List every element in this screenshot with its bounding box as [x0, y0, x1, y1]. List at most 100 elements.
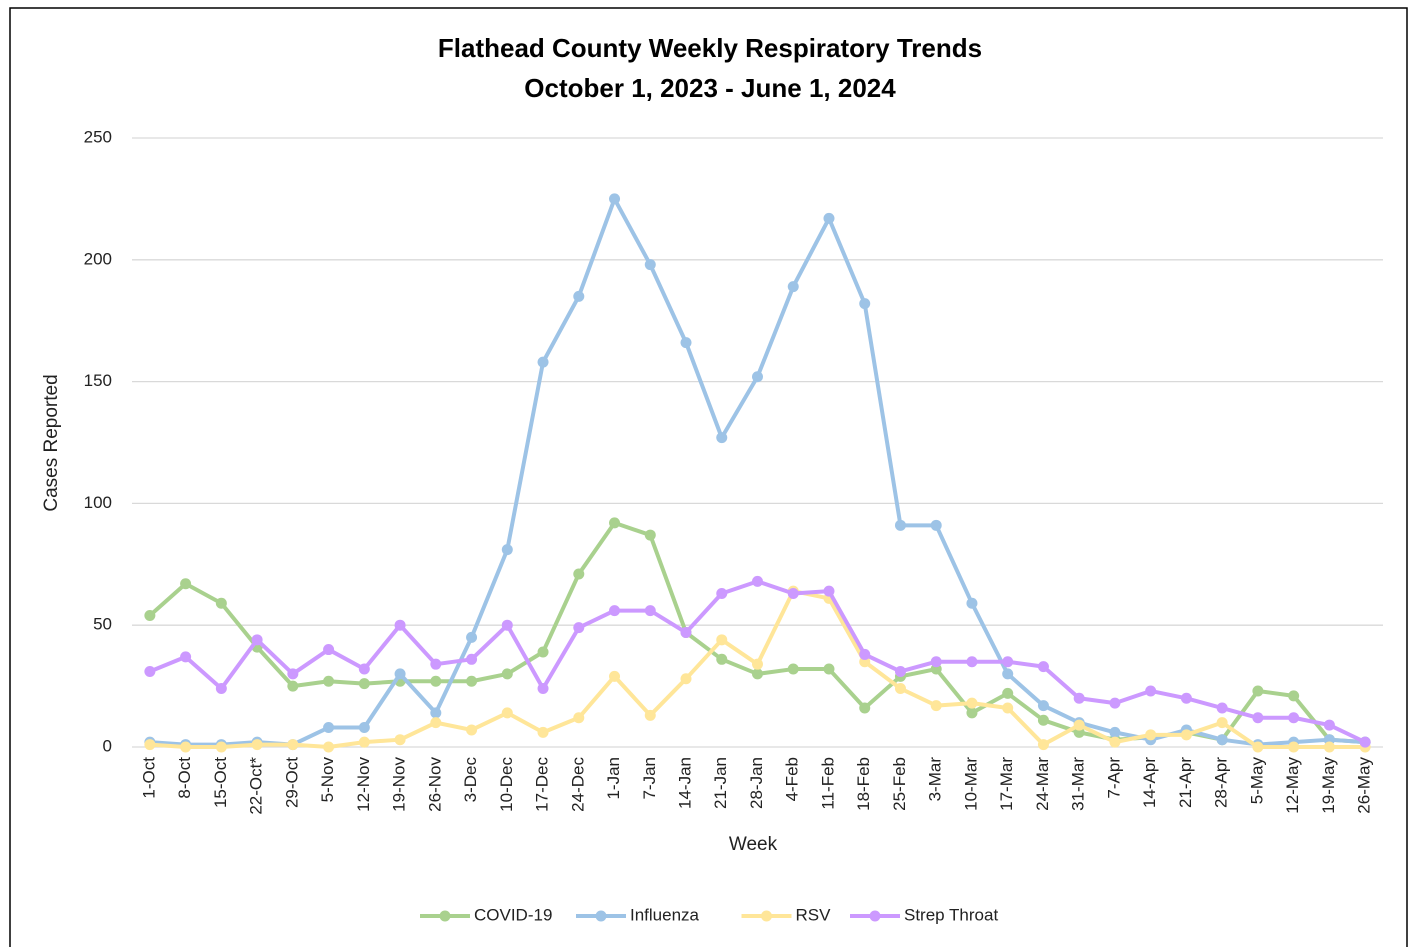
data-point	[215, 741, 227, 753]
data-point	[323, 741, 335, 753]
data-point	[930, 656, 942, 668]
data-point	[966, 707, 978, 719]
data-point	[323, 722, 335, 734]
data-point	[144, 739, 156, 751]
x-tick-label: 25-Feb	[890, 757, 909, 811]
x-tick-label: 21-Apr	[1176, 757, 1195, 808]
data-point	[1145, 729, 1157, 741]
x-tick-label: 3-Dec	[461, 757, 480, 803]
data-point	[680, 337, 692, 349]
data-point	[1037, 661, 1049, 673]
data-point	[180, 741, 192, 753]
data-point	[501, 544, 513, 556]
data-point	[430, 717, 442, 729]
data-point	[609, 670, 621, 682]
x-tick-label: 19-May	[1319, 757, 1338, 814]
data-point	[1002, 668, 1014, 680]
chart-title: Flathead County Weekly Respiratory Trend…	[438, 33, 982, 63]
data-point	[859, 702, 871, 714]
data-point	[752, 371, 763, 383]
data-point	[1216, 734, 1228, 746]
x-tick-label: 10-Mar	[961, 757, 980, 811]
data-point	[323, 675, 335, 687]
data-point	[1037, 714, 1049, 726]
data-point	[644, 709, 656, 721]
data-point	[573, 568, 585, 580]
data-point	[430, 707, 442, 719]
legend-label: Strep Throat	[904, 905, 998, 924]
data-point	[180, 578, 192, 590]
legend-marker	[761, 910, 772, 922]
y-tick-label: 200	[84, 249, 112, 268]
legend-item: Influenza	[576, 905, 700, 924]
data-point	[573, 712, 585, 724]
data-point	[537, 356, 549, 368]
data-point	[1252, 685, 1264, 697]
data-point	[358, 678, 370, 690]
y-axis-title: Cases Reported	[41, 374, 62, 511]
data-point	[966, 697, 978, 709]
y-tick-label: 50	[93, 615, 112, 634]
legend-item: Strep Throat	[850, 905, 998, 924]
series	[144, 575, 1371, 748]
legend-marker	[595, 910, 607, 922]
data-point	[466, 631, 478, 643]
x-tick-label: 24-Dec	[568, 757, 587, 812]
data-point	[1252, 741, 1264, 753]
data-point	[537, 726, 549, 738]
data-point	[716, 432, 728, 444]
data-point	[609, 605, 621, 617]
data-point	[1252, 712, 1264, 724]
x-tick-label: 22-Oct*	[247, 757, 266, 815]
data-point	[251, 634, 263, 646]
data-point	[823, 212, 835, 224]
x-tick-label: 12-May	[1283, 757, 1302, 814]
data-point	[394, 668, 406, 680]
data-point	[1002, 656, 1014, 668]
x-tick-label: 7-Jan	[640, 757, 659, 800]
x-tick-label: 8-Oct	[175, 757, 194, 799]
chart-subtitle: October 1, 2023 - June 1, 2024	[524, 73, 896, 103]
legend-item: COVID-19	[420, 905, 552, 924]
data-point	[501, 668, 513, 680]
series	[144, 585, 1371, 753]
data-point	[1359, 736, 1371, 748]
legend-label: RSV	[796, 905, 832, 924]
data-point	[644, 529, 656, 541]
x-tick-label: 19-Nov	[390, 757, 409, 812]
data-point	[1323, 741, 1335, 753]
x-tick-label: 28-Jan	[747, 757, 766, 809]
chart-border	[9, 7, 1408, 947]
data-point	[501, 619, 513, 631]
data-point	[1216, 702, 1228, 714]
x-axis-title: Week	[729, 834, 778, 855]
data-point	[1073, 719, 1085, 731]
data-point	[644, 259, 656, 271]
data-point	[752, 575, 763, 587]
data-point	[1073, 692, 1085, 704]
data-point	[787, 663, 799, 675]
data-point	[823, 585, 835, 597]
data-point	[1216, 717, 1228, 729]
data-point	[215, 597, 227, 609]
x-tick-label: 14-Apr	[1140, 757, 1159, 808]
data-point	[215, 683, 227, 695]
data-point	[180, 651, 192, 663]
data-point	[1288, 741, 1300, 753]
data-point	[466, 724, 478, 736]
data-point	[1109, 726, 1121, 738]
data-point	[1323, 719, 1335, 731]
data-point	[144, 609, 156, 621]
x-tick-label: 11-Feb	[818, 757, 837, 810]
x-tick-label: 1-Oct	[139, 757, 158, 799]
data-point	[1288, 712, 1300, 724]
data-point	[394, 619, 406, 631]
data-point	[1037, 739, 1049, 751]
x-tick-label: 31-Mar	[1069, 757, 1088, 811]
data-point	[1145, 685, 1157, 697]
y-tick-label: 150	[84, 371, 112, 390]
data-point	[144, 665, 156, 677]
x-tick-label: 15-Oct	[211, 757, 230, 808]
data-point	[501, 707, 513, 719]
